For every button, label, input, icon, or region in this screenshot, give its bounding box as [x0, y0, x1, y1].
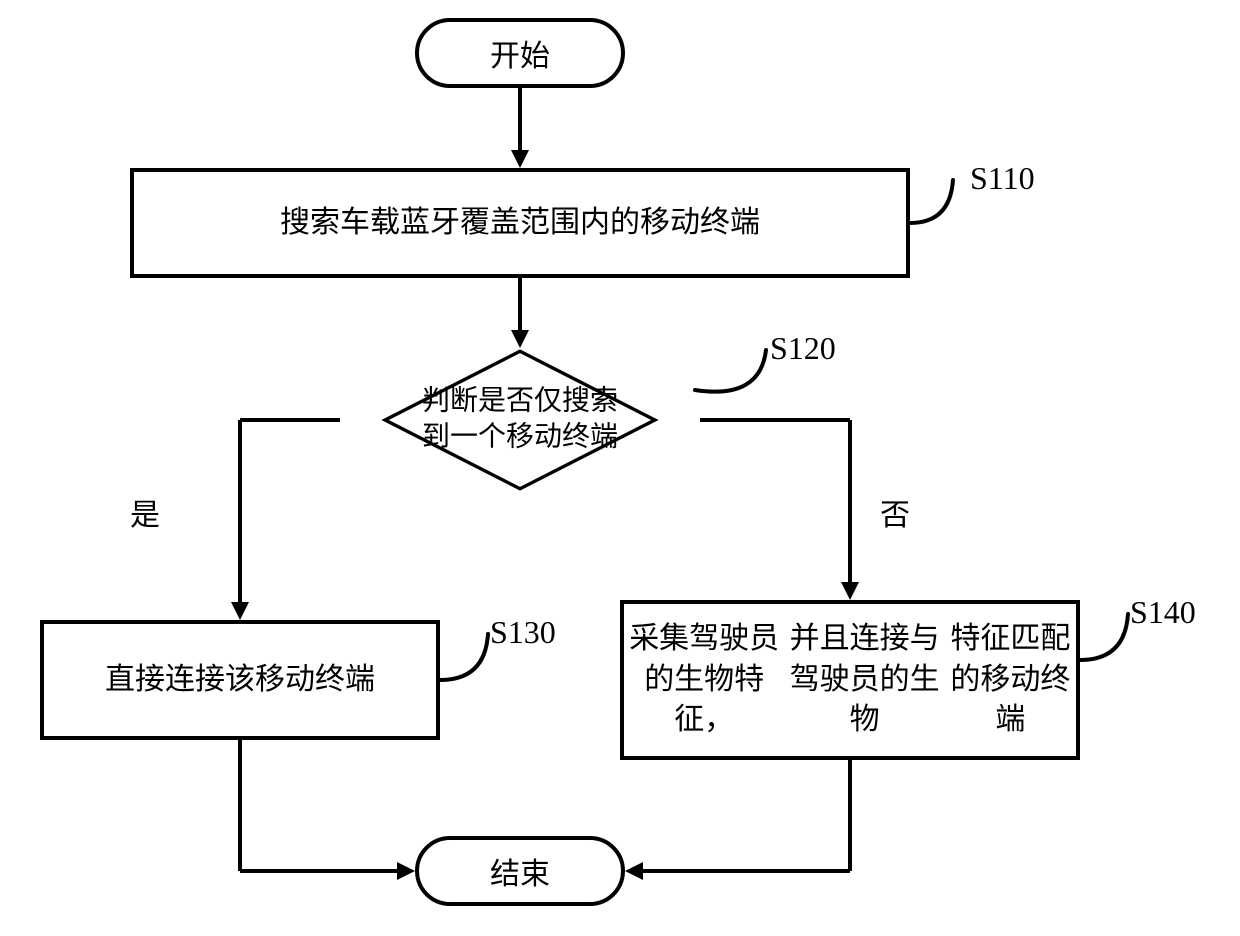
edge-label-no: 否 [880, 490, 910, 534]
node-start-text: 开始 [490, 31, 550, 75]
step-label-s140: S140 [1130, 594, 1196, 631]
node-start: 开始 [415, 18, 625, 88]
edges-layer [0, 0, 1240, 936]
node-decision-text: 判断是否仅搜索 到一个移动终端 [422, 384, 618, 457]
s140-line1: 采集驾驶员的生物特征， [624, 619, 784, 741]
node-s130-text: 直接连接该移动终端 [105, 660, 375, 701]
s140-line3: 特征匹配的移动终端 [945, 619, 1076, 741]
decision-line1: 判断是否仅搜索 [422, 386, 618, 417]
edge-label-no-text: 否 [880, 499, 910, 532]
node-s140: 采集驾驶员的生物特征， 并且连接与驾驶员的生物 特征匹配的移动终端 [620, 600, 1080, 760]
s140-line2: 并且连接与驾驶员的生物 [784, 619, 944, 741]
node-end-text: 结束 [490, 849, 550, 893]
step-label-s130: S130 [490, 614, 556, 651]
step-label-s110-text: S110 [970, 160, 1035, 196]
step-label-s130-text: S130 [490, 614, 556, 650]
step-label-s120: S120 [770, 330, 836, 367]
node-s110-text: 搜索车载蓝牙覆盖范围内的移动终端 [280, 203, 760, 244]
node-end: 结束 [415, 836, 625, 906]
decision-line2: 到一个移动终端 [422, 422, 618, 453]
step-label-s120-text: S120 [770, 330, 836, 366]
step-label-s110: S110 [970, 160, 1035, 197]
flowchart-canvas: 开始 搜索车载蓝牙覆盖范围内的移动终端 判断是否仅搜索 到一个移动终端 直接连接… [0, 0, 1240, 936]
edge-label-yes: 是 [130, 490, 160, 534]
node-s130: 直接连接该移动终端 [40, 620, 440, 740]
step-label-s140-text: S140 [1130, 594, 1196, 630]
edge-label-yes-text: 是 [130, 499, 160, 532]
node-s110: 搜索车载蓝牙覆盖范围内的移动终端 [130, 168, 910, 278]
